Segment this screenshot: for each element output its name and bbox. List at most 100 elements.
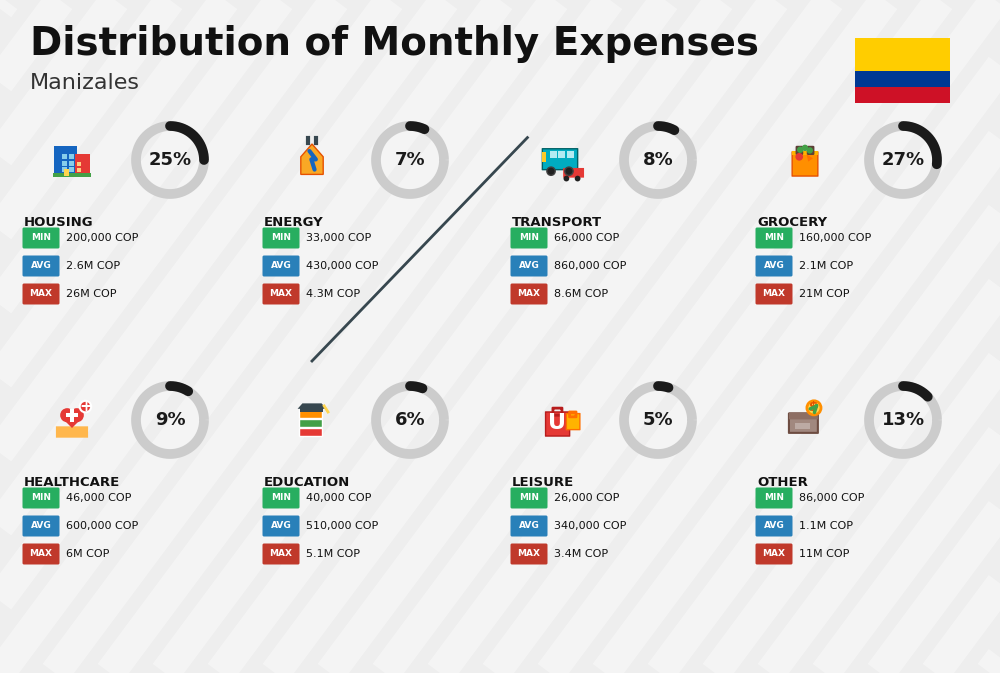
Bar	[299, 419, 300, 427]
FancyBboxPatch shape	[756, 516, 792, 536]
Text: ENERGY: ENERGY	[264, 216, 324, 229]
FancyBboxPatch shape	[756, 227, 792, 248]
FancyBboxPatch shape	[22, 487, 60, 509]
Text: 33,000 COP: 33,000 COP	[306, 233, 371, 243]
Text: OTHER: OTHER	[757, 476, 808, 489]
FancyBboxPatch shape	[511, 256, 548, 277]
Text: AVG: AVG	[519, 522, 539, 530]
Text: MIN: MIN	[764, 234, 784, 242]
Polygon shape	[61, 417, 83, 428]
FancyBboxPatch shape	[789, 413, 818, 433]
Bar	[855, 38, 950, 71]
Text: 2.1M COP: 2.1M COP	[799, 261, 853, 271]
Bar	[66, 413, 78, 417]
Text: 4.3M COP: 4.3M COP	[306, 289, 360, 299]
FancyBboxPatch shape	[511, 544, 548, 565]
FancyBboxPatch shape	[511, 487, 548, 509]
Bar	[299, 419, 322, 427]
Text: 3.4M COP: 3.4M COP	[554, 549, 608, 559]
Text: MIN: MIN	[31, 493, 51, 503]
Text: 40,000 COP: 40,000 COP	[306, 493, 371, 503]
Text: 46,000 COP: 46,000 COP	[66, 493, 131, 503]
Text: MAX: MAX	[518, 289, 540, 299]
Bar	[75, 153, 90, 176]
Circle shape	[565, 167, 573, 176]
FancyBboxPatch shape	[22, 516, 60, 536]
Circle shape	[70, 408, 84, 422]
Text: AVG: AVG	[31, 262, 51, 271]
FancyBboxPatch shape	[262, 544, 300, 565]
Circle shape	[797, 147, 803, 153]
Circle shape	[547, 167, 555, 176]
Text: MAX: MAX	[30, 549, 52, 559]
Text: MIN: MIN	[31, 234, 51, 242]
Text: MAX: MAX	[270, 289, 292, 299]
Text: 26,000 COP: 26,000 COP	[554, 493, 619, 503]
Text: 9%: 9%	[155, 411, 185, 429]
Text: 8%: 8%	[643, 151, 673, 169]
Bar	[299, 410, 322, 418]
Bar	[550, 151, 557, 158]
FancyBboxPatch shape	[22, 256, 60, 277]
Circle shape	[802, 145, 808, 151]
Circle shape	[60, 408, 74, 422]
FancyBboxPatch shape	[542, 149, 578, 170]
Text: GROCERY: GROCERY	[757, 216, 827, 229]
Text: HOUSING: HOUSING	[24, 216, 94, 229]
Text: AVG: AVG	[764, 522, 784, 530]
Bar	[299, 428, 322, 436]
Text: AVG: AVG	[519, 262, 539, 271]
Text: 200,000 COP: 200,000 COP	[66, 233, 138, 243]
Text: AVG: AVG	[271, 522, 291, 530]
Text: 66,000 COP: 66,000 COP	[554, 233, 619, 243]
FancyBboxPatch shape	[756, 256, 792, 277]
Text: 5.1M COP: 5.1M COP	[306, 549, 360, 559]
Text: AVG: AVG	[764, 262, 784, 271]
Text: LEISURE: LEISURE	[512, 476, 574, 489]
Circle shape	[807, 147, 813, 153]
FancyBboxPatch shape	[262, 256, 300, 277]
Text: 600,000 COP: 600,000 COP	[66, 521, 138, 531]
Text: 5%: 5%	[643, 411, 673, 429]
FancyBboxPatch shape	[262, 516, 300, 536]
Text: $: $	[809, 401, 819, 415]
Bar	[567, 151, 574, 158]
FancyBboxPatch shape	[756, 544, 792, 565]
FancyBboxPatch shape	[756, 283, 792, 304]
Text: +: +	[79, 399, 92, 414]
Bar	[300, 408, 323, 412]
Bar	[62, 161, 67, 166]
FancyBboxPatch shape	[56, 426, 88, 437]
Text: 27%: 27%	[881, 151, 925, 169]
Bar	[62, 167, 67, 172]
Text: MAX: MAX	[763, 289, 786, 299]
FancyBboxPatch shape	[22, 283, 60, 304]
Text: 6M COP: 6M COP	[66, 549, 109, 559]
Text: 1.1M COP: 1.1M COP	[799, 521, 853, 531]
Polygon shape	[301, 144, 323, 174]
FancyBboxPatch shape	[789, 413, 818, 419]
Circle shape	[795, 153, 803, 161]
FancyBboxPatch shape	[22, 544, 60, 565]
Text: AVG: AVG	[31, 522, 51, 530]
FancyBboxPatch shape	[262, 487, 300, 509]
Circle shape	[807, 401, 821, 415]
Text: 13%: 13%	[881, 411, 925, 429]
Bar	[795, 423, 810, 429]
Text: 340,000 COP: 340,000 COP	[554, 521, 626, 531]
Text: MAX: MAX	[518, 549, 540, 559]
Bar	[855, 71, 950, 87]
FancyBboxPatch shape	[566, 414, 580, 429]
Text: MIN: MIN	[519, 234, 539, 242]
Text: MIN: MIN	[519, 493, 539, 503]
Text: 430,000 COP: 430,000 COP	[306, 261, 378, 271]
FancyBboxPatch shape	[756, 487, 792, 509]
Bar	[855, 87, 950, 103]
Text: EDUCATION: EDUCATION	[264, 476, 350, 489]
Polygon shape	[807, 154, 813, 162]
Text: 25%: 25%	[148, 151, 192, 169]
FancyBboxPatch shape	[262, 227, 300, 248]
Text: MIN: MIN	[271, 493, 291, 503]
FancyBboxPatch shape	[792, 152, 818, 176]
Text: TRANSPORT: TRANSPORT	[512, 216, 602, 229]
